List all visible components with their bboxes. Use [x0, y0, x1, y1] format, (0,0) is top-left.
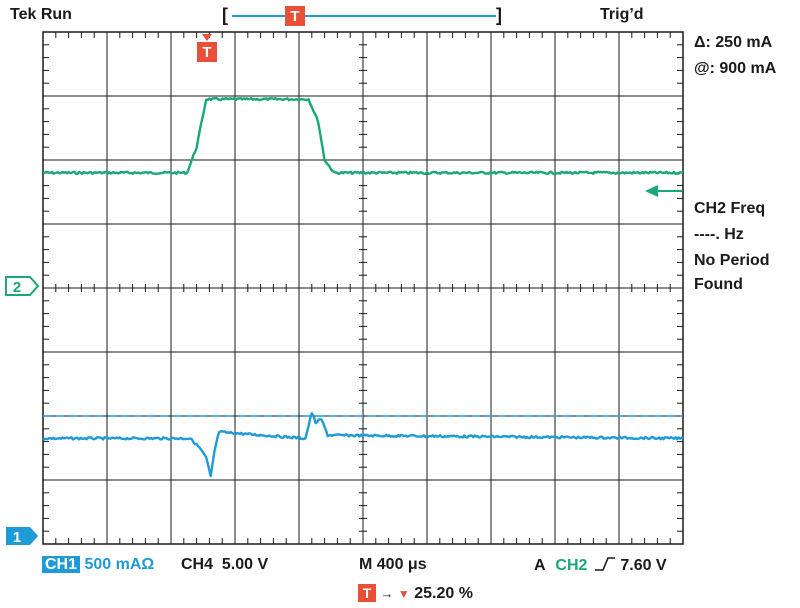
record-trigger-box — [285, 6, 305, 26]
ch1-marker-label: 1 — [13, 529, 21, 546]
record-trigger-letter: T — [290, 8, 299, 25]
ch1-scale: 500 mAΩ — [84, 556, 155, 573]
markers: T 2 1 — [5, 34, 682, 546]
record-length-bar: [ ] T — [222, 5, 502, 26]
trigger-settings[interactable]: A CH2 7.60 V — [534, 556, 667, 575]
trigger-position[interactable]: T → ▼ 25.20 % — [358, 584, 473, 603]
ch1-ground-marker[interactable] — [6, 527, 38, 545]
trigger-position-value: 25.20 % — [414, 585, 473, 602]
delta-measurement: Δ: 250 mA — [694, 34, 773, 51]
ch1-label: CH1 — [42, 556, 81, 573]
trigger-source: CH2 — [555, 557, 588, 574]
trigger-position-arrow — [202, 34, 212, 41]
trigger-t-box: T — [358, 584, 376, 602]
record-bracket-right: ] — [496, 5, 502, 25]
trigger-down-icon: ▼ — [397, 587, 410, 601]
freq-arrow-head — [645, 185, 658, 197]
graticule — [42, 31, 684, 545]
trigger-prefix: A — [534, 557, 545, 574]
trace-ch2 — [42, 96, 684, 176]
timebase[interactable]: M 400 μs — [359, 556, 427, 573]
at-measurement: @: 900 mA — [694, 60, 777, 77]
freq-value: ----. Hz — [694, 226, 744, 243]
trigger-position-letter: T — [202, 44, 211, 61]
traces — [42, 96, 684, 478]
ch1-settings[interactable]: CH1 500 mAΩ — [42, 556, 154, 574]
trace-ch1 — [42, 412, 684, 478]
freq-status-2: Found — [694, 276, 743, 293]
ch4-settings[interactable]: CH4 5.00 V — [181, 556, 269, 573]
trigger-level: 7.60 V — [620, 557, 667, 574]
rising-edge-icon — [594, 557, 615, 571]
trigger-state: Trig’d — [600, 6, 644, 23]
freq-status-1: No Period — [694, 252, 770, 269]
ch2-marker-label: 2 — [13, 279, 21, 296]
trigger-position-box[interactable] — [197, 42, 217, 62]
freq-title: CH2 Freq — [694, 200, 766, 217]
record-bracket-left: [ — [222, 5, 228, 25]
right-arrow-icon: → — [380, 586, 394, 601]
run-status: Tek Run — [10, 6, 72, 23]
ch2-ground-marker[interactable] — [5, 276, 40, 296]
